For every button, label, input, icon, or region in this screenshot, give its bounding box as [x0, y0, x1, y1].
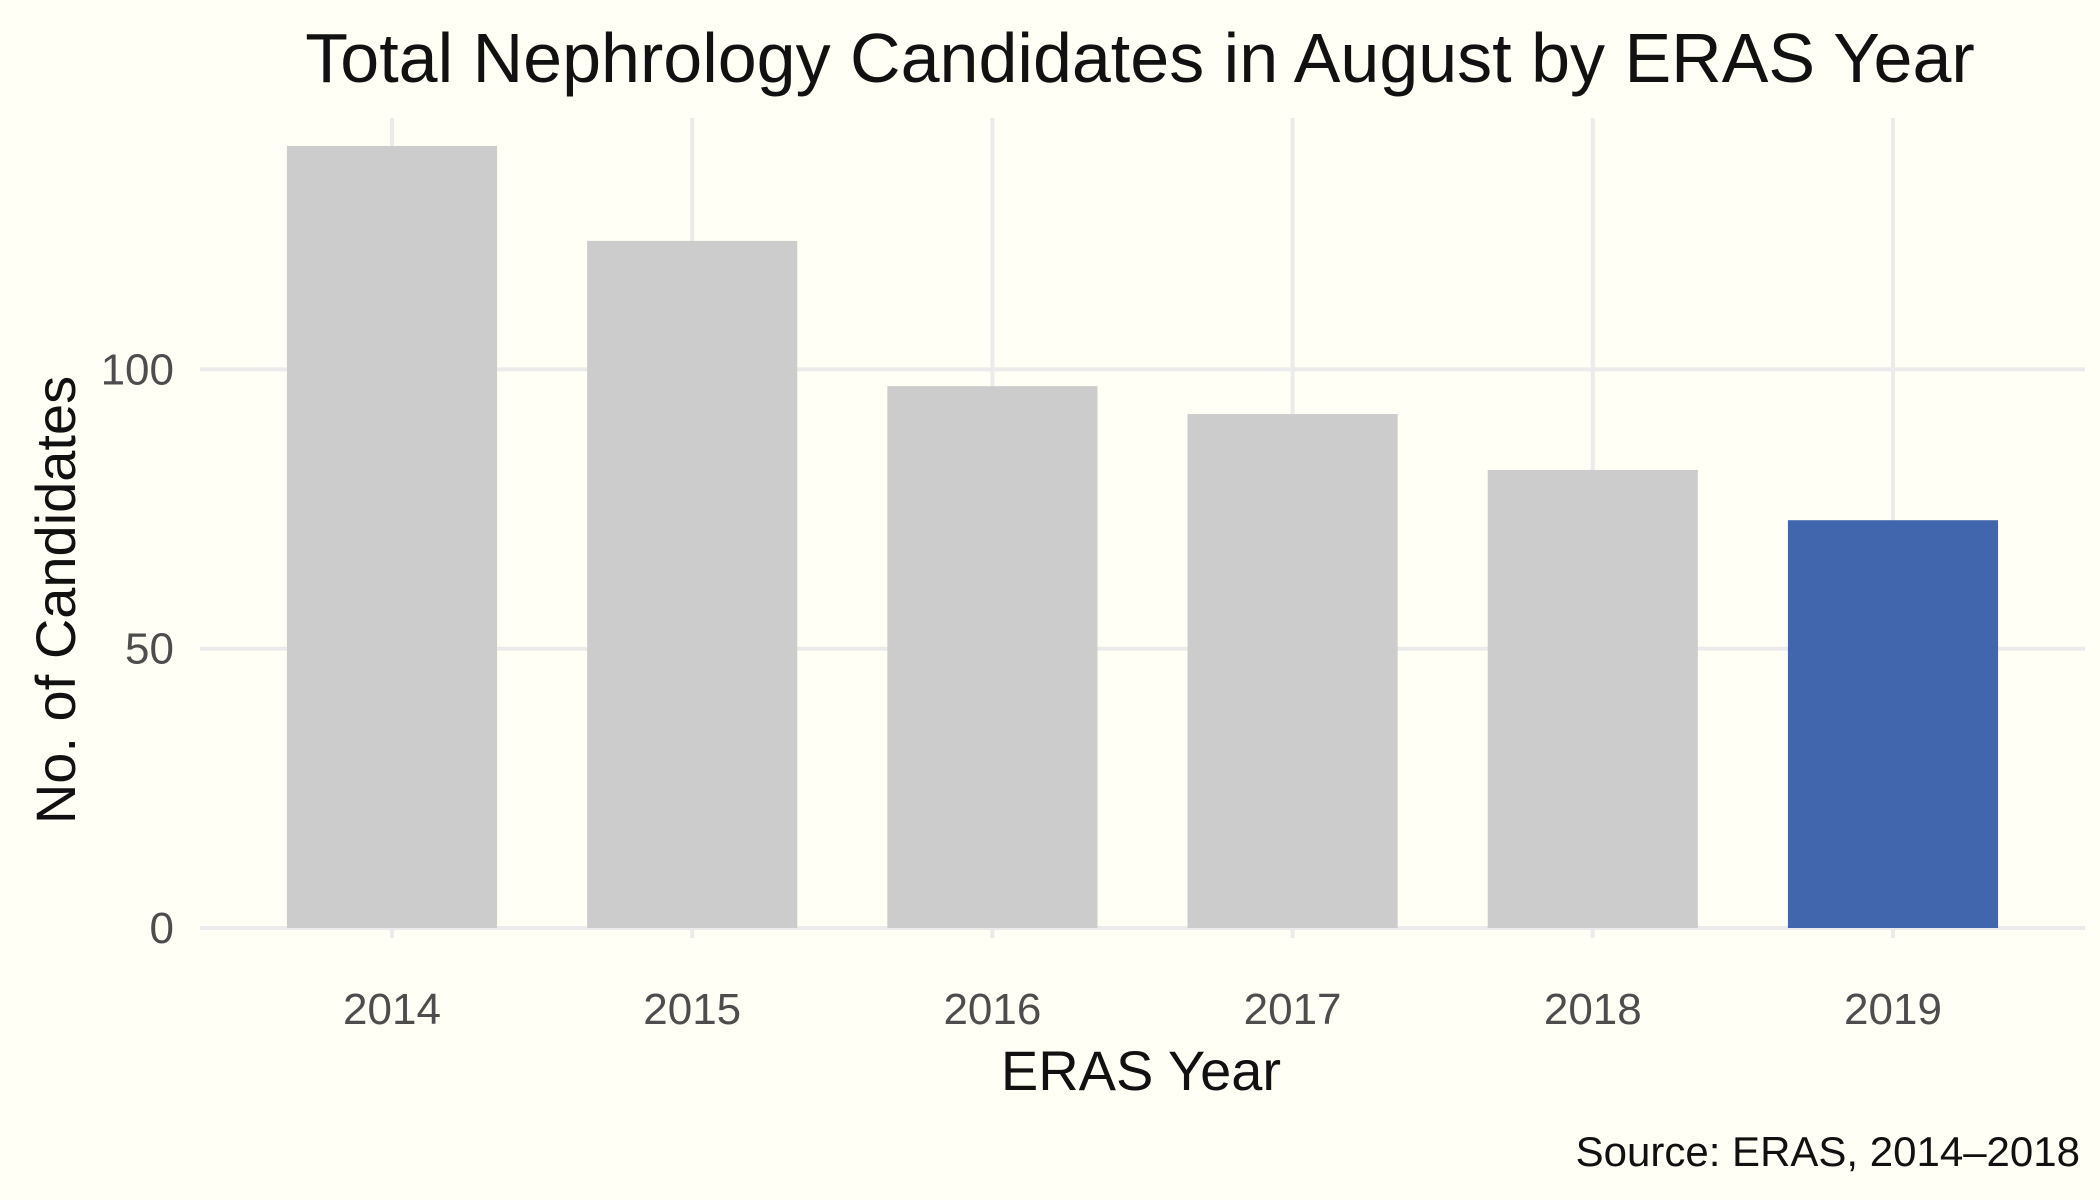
bar-2015 — [587, 240, 798, 928]
y-axis-ticks: 0 50 100 — [101, 345, 174, 953]
chart-title: Total Nephrology Candidates in August by… — [305, 19, 1974, 97]
source-caption: Source: ERAS, 2014–2018 — [1576, 1128, 2080, 1175]
y-tick-label: 50 — [125, 625, 174, 674]
bars-layer — [286, 145, 1999, 928]
bar-2018 — [1487, 469, 1698, 928]
bar-2016 — [887, 386, 1098, 928]
y-tick-label: 0 — [150, 904, 174, 953]
y-axis-title: No. of Candidates — [24, 376, 87, 824]
x-tick-label: 2017 — [1244, 985, 1342, 1034]
x-axis-title: ERAS Year — [1001, 1039, 1281, 1102]
y-tick-label: 100 — [101, 345, 174, 394]
bar-2014 — [286, 145, 498, 928]
x-tick-label: 2015 — [643, 985, 741, 1034]
x-axis-ticks: 2014 2015 2016 2017 2018 2019 — [343, 928, 1942, 1034]
x-tick-label: 2019 — [1844, 985, 1942, 1034]
bar-2017 — [1187, 414, 1398, 928]
x-tick-label: 2018 — [1544, 985, 1642, 1034]
x-tick-label: 2014 — [343, 985, 441, 1034]
bar-2019 — [1787, 520, 1999, 928]
x-tick-label: 2016 — [943, 985, 1041, 1034]
